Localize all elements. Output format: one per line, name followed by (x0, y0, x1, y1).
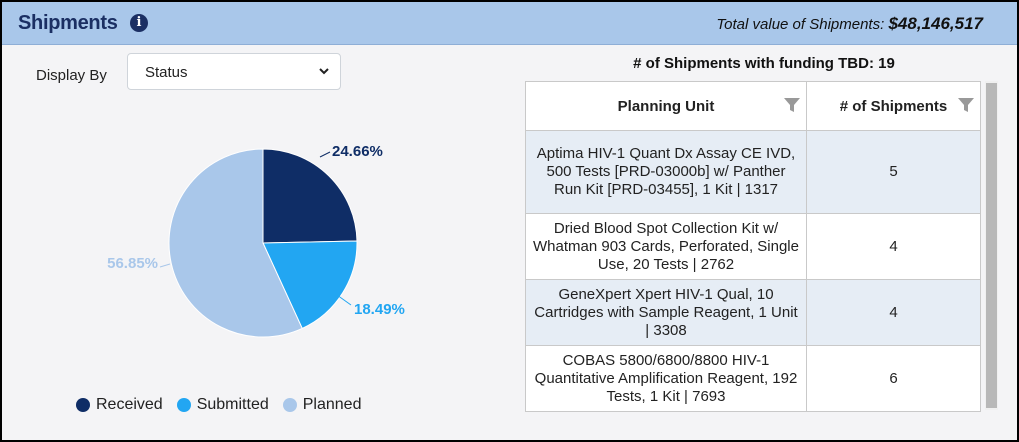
planning-unit-cell: COBAS 5800/6800/8800 HIV-1 Quantitative … (525, 345, 807, 412)
column-header-label: # of Shipments (839, 97, 948, 115)
pie-label-connector (319, 151, 331, 158)
scrollbar-thumb[interactable] (986, 83, 997, 408)
planning-unit-table: Planning Unit # of Shipments Aptima HIV-… (525, 81, 981, 412)
table-row[interactable]: Dried Blood Spot Collection Kit w/ Whatm… (525, 213, 981, 280)
table-row[interactable]: Aptima HIV-1 Quant Dx Assay CE IVD, 500 … (525, 130, 981, 214)
legend-item-planned[interactable]: Planned (282, 396, 362, 414)
chevron-down-icon (319, 68, 329, 75)
filter-icon[interactable] (784, 98, 800, 112)
total-label: Total value of Shipments: (716, 16, 885, 33)
pie-slice-received[interactable] (262, 148, 358, 244)
info-icon[interactable]: i (130, 14, 148, 32)
pie-label-connector (159, 263, 171, 268)
planning-unit-table-container: Planning Unit # of Shipments Aptima HIV-… (525, 81, 1000, 412)
column-header-planning-unit[interactable]: Planning Unit (525, 81, 807, 131)
filter-icon[interactable] (958, 98, 974, 112)
total-value: $48,146,517 (888, 14, 983, 33)
shipment-count-cell: 4 (806, 279, 981, 346)
display-by-select[interactable]: Status (127, 53, 341, 90)
total-value-text: Total value of Shipments: $48,146,517 (716, 14, 983, 34)
table-scrollbar[interactable] (985, 81, 998, 410)
pie-data-label-submitted: 18.49% (354, 301, 405, 318)
pie-label-connector (336, 294, 352, 306)
pie-slice-submitted[interactable] (262, 240, 358, 330)
panel-header: Shipments i Total value of Shipments: $4… (2, 2, 1017, 45)
column-header-shipments[interactable]: # of Shipments (806, 81, 981, 131)
planning-unit-cell: Dried Blood Spot Collection Kit w/ Whatm… (525, 213, 807, 280)
shipment-count-cell: 4 (806, 213, 981, 280)
shipment-count-cell: 5 (806, 130, 981, 214)
legend-label: Planned (302, 396, 362, 413)
legend-label: Submitted (196, 396, 269, 413)
legend-swatch (76, 398, 90, 412)
pie-data-label-planned: 56.85% (107, 255, 158, 272)
planning-unit-cell: GeneXpert Xpert HIV-1 Qual, 10 Cartridge… (525, 279, 807, 346)
table-row[interactable]: GeneXpert Xpert HIV-1 Qual, 10 Cartridge… (525, 279, 981, 346)
tbd-caption: # of Shipments with funding TBD: 19 (633, 55, 895, 72)
table-row[interactable]: COBAS 5800/6800/8800 HIV-1 Quantitative … (525, 345, 981, 412)
display-by-value: Status (145, 64, 188, 81)
display-by-label: Display By (36, 67, 107, 84)
legend-swatch (282, 398, 297, 412)
legend-label: Received (96, 396, 163, 413)
legend-item-received[interactable]: Received (76, 396, 163, 414)
column-header-label: Planning Unit (617, 97, 715, 115)
pie-data-label-received: 24.66% (332, 143, 383, 160)
pie-slice-planned[interactable] (168, 148, 303, 338)
legend-item-submitted[interactable]: Submitted (176, 396, 269, 414)
shipment-count-cell: 6 (806, 345, 981, 412)
status-pie-chart: 24.66% 18.49% 56.85% (107, 143, 405, 338)
pie-legend: Received Submitted Planned (76, 396, 361, 414)
legend-swatch (176, 398, 191, 412)
planning-unit-cell: Aptima HIV-1 Quant Dx Assay CE IVD, 500 … (525, 130, 807, 214)
panel-title: Shipments (18, 12, 118, 34)
